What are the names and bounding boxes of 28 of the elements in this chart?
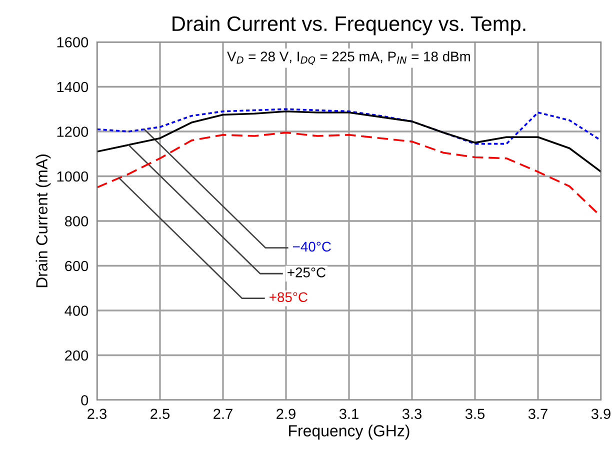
y-axis-title: Drain Current (mA) <box>36 154 51 288</box>
text: V$_{D}$ = 28 V, I$_{DQ}$ = 225 mA, P$_{IN}$ = 18 dBm <box>227 51 470 65</box>
y-tick-label: 0 <box>81 395 88 406</box>
line-series <box>97 132 601 218</box>
y-tick-label: 400 <box>64 306 88 316</box>
x-tick-label: 3.3 <box>402 408 422 420</box>
x-tick-label: 3.1 <box>339 408 358 420</box>
y-tick-label: 600 <box>65 260 88 272</box>
x-axis-title: Frequency (GHz) <box>289 424 410 440</box>
x-tick-label: 3.7 <box>528 408 548 420</box>
text: +25°C <box>288 268 326 278</box>
x-tick-label: 2.7 <box>214 408 232 419</box>
x-tick-label: 3.9 <box>591 408 610 420</box>
line-series <box>97 108 601 145</box>
text: +85°C <box>270 292 308 302</box>
line-series <box>97 110 601 173</box>
y-tick-label: 1200 <box>57 126 88 137</box>
x-tick-label: 2.3 <box>88 408 106 420</box>
y-tick-label: 200 <box>65 350 88 361</box>
text: −40°C <box>293 242 331 252</box>
y-tick-label: 800 <box>64 216 88 226</box>
x-tick-label: 3.5 <box>465 408 485 420</box>
x-tick-label: 2.9 <box>276 408 296 420</box>
x-tick-label: 2.5 <box>150 408 170 420</box>
y-tick-label: 1000 <box>57 171 88 182</box>
y-tick-label: 1600 <box>57 37 88 48</box>
y-tick-label: 1400 <box>57 82 88 92</box>
chart-title: Drain Current vs. Frequency vs. Temp. <box>172 16 526 36</box>
